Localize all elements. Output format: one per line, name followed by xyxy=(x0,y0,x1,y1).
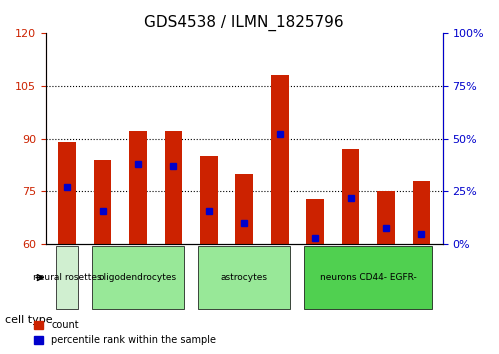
Bar xyxy=(200,156,218,245)
FancyBboxPatch shape xyxy=(56,246,78,309)
Text: oligodendrocytes: oligodendrocytes xyxy=(99,273,177,282)
Bar xyxy=(377,192,395,245)
Bar xyxy=(306,199,324,245)
Text: cell type: cell type xyxy=(5,315,52,325)
Bar xyxy=(413,181,430,245)
FancyBboxPatch shape xyxy=(92,246,184,309)
Text: neural rosettes: neural rosettes xyxy=(33,273,101,282)
Bar xyxy=(94,160,111,245)
Legend: count, percentile rank within the sample: count, percentile rank within the sample xyxy=(30,316,220,349)
Bar xyxy=(271,75,288,245)
Bar xyxy=(58,142,76,245)
FancyBboxPatch shape xyxy=(198,246,290,309)
Bar xyxy=(165,131,182,245)
Bar xyxy=(236,174,253,245)
Title: GDS4538 / ILMN_1825796: GDS4538 / ILMN_1825796 xyxy=(144,15,344,31)
Bar xyxy=(342,149,359,245)
Text: neurons CD44- EGFR-: neurons CD44- EGFR- xyxy=(320,273,417,282)
Text: astrocytes: astrocytes xyxy=(221,273,268,282)
Bar xyxy=(129,131,147,245)
FancyBboxPatch shape xyxy=(304,246,432,309)
